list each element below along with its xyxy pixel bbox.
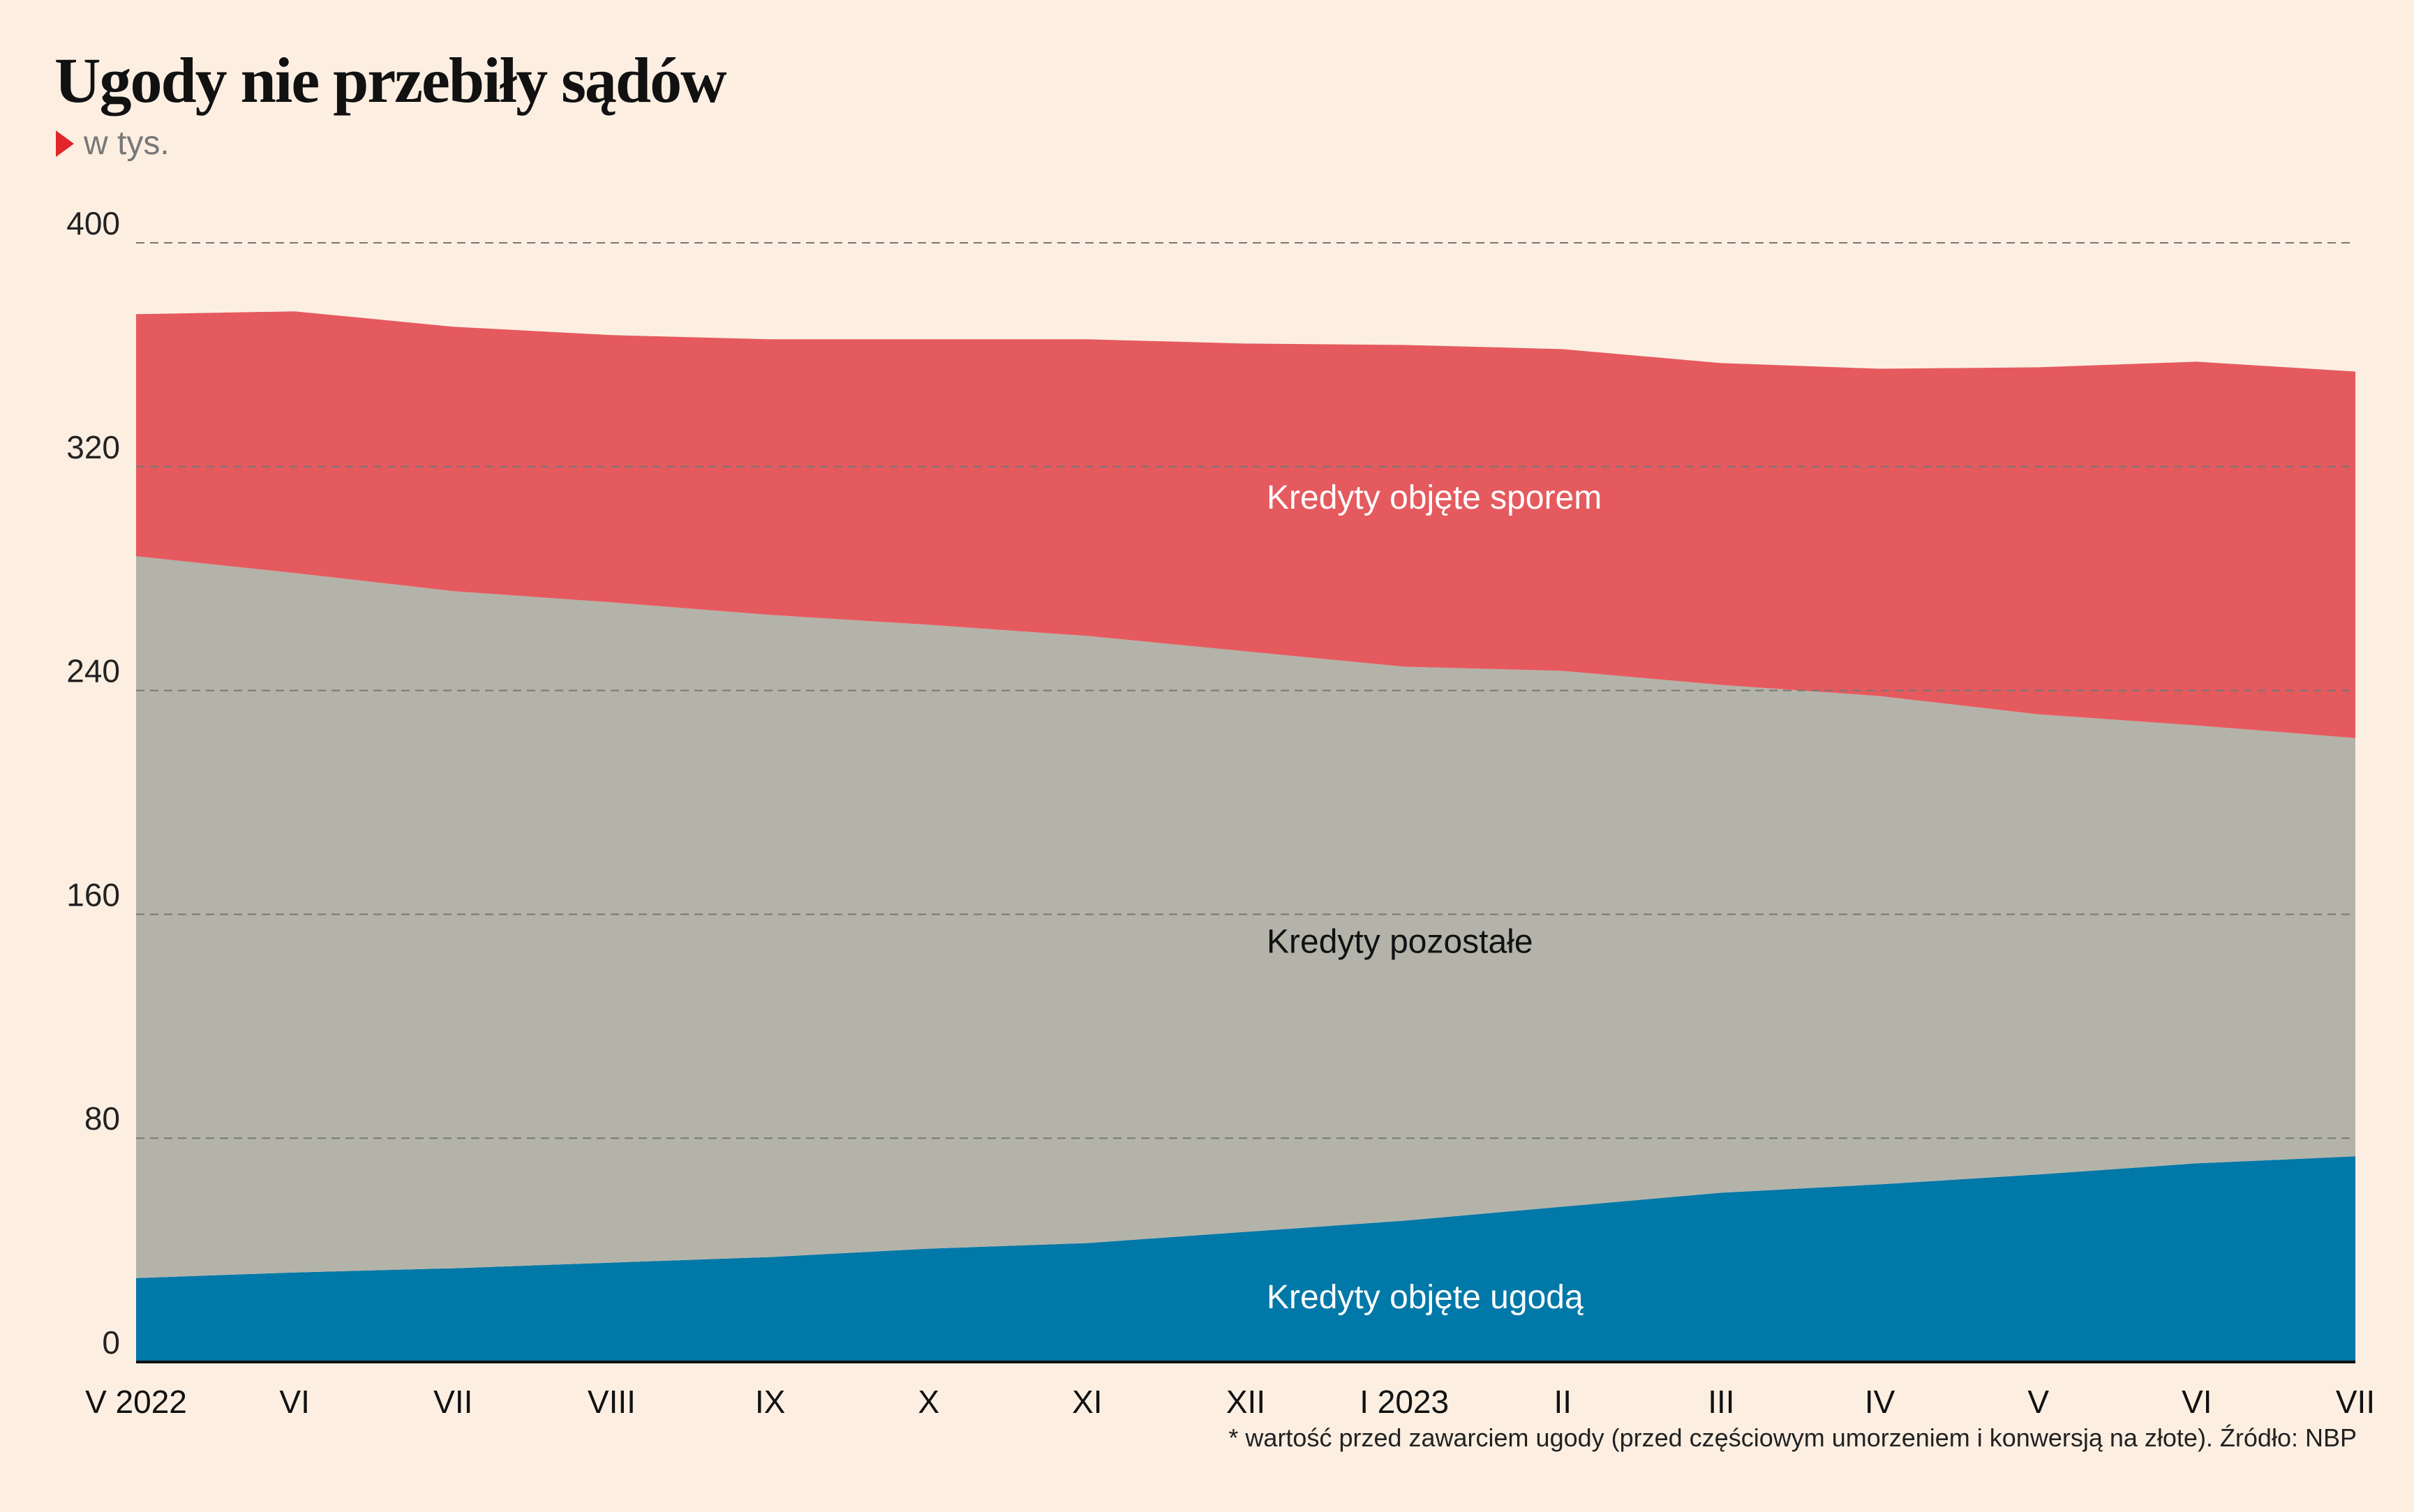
x-tick-label: I 2023	[1359, 1384, 1449, 1420]
series-label: Kredyty objęte sporem	[1267, 479, 1602, 516]
areas-layer	[136, 311, 2355, 1362]
triangle-marker-icon	[56, 130, 74, 157]
y-tick-label: 160	[66, 876, 120, 913]
x-tick-label: III	[1708, 1384, 1734, 1420]
area-kredyty-objęte-sporem	[136, 311, 2355, 738]
x-tick-label: XII	[1226, 1384, 1265, 1420]
x-tick-label: IX	[755, 1384, 785, 1420]
subtitle-row: w tys.	[56, 124, 170, 163]
series-label: Kredyty pozostałe	[1267, 923, 1533, 960]
area-kredyty-pozostałe	[136, 556, 2355, 1278]
series-labels: Kredyty objęte ugodą Kredyty pozostałe Kre…	[1267, 479, 1602, 1316]
x-tick-label: VIII	[588, 1384, 636, 1420]
x-tick-label: VI	[279, 1384, 309, 1420]
x-tick-label: VII	[2336, 1384, 2375, 1420]
x-tick-label: VI	[2182, 1384, 2212, 1420]
x-tick-label: II	[1554, 1384, 1572, 1420]
x-tick-label: IV	[1865, 1384, 1895, 1420]
x-tick-label: VII	[433, 1384, 472, 1420]
chart-title: Ugody nie przebiły sądów	[54, 45, 727, 116]
y-tick-label: 0	[102, 1324, 120, 1361]
chart-subtitle: w tys.	[84, 125, 170, 162]
y-tick-label: 80	[84, 1100, 120, 1137]
source-note: * wartość przed zawarciem ugody (przed c…	[1228, 1423, 2357, 1452]
y-axis-labels: 0 80 160 240 320 400	[66, 205, 120, 1361]
x-axis-labels: V 2022 VI VII VIII IX X XI XII I 2023 II III IV V VI V…	[85, 1384, 2375, 1420]
y-tick-label: 240	[66, 653, 120, 689]
area-kredyty-objęte-ugodą	[136, 1156, 2355, 1362]
x-tick-label: X	[918, 1384, 939, 1420]
y-tick-label: 320	[66, 429, 120, 465]
x-tick-label: XI	[1072, 1384, 1102, 1420]
x-tick-label: V	[2027, 1384, 2049, 1420]
y-tick-label: 400	[66, 205, 120, 241]
gridlines-layer	[136, 242, 2355, 1363]
series-label: Kredyty objęte ugodą	[1267, 1279, 1584, 1316]
x-tick-label: V 2022	[85, 1384, 187, 1420]
